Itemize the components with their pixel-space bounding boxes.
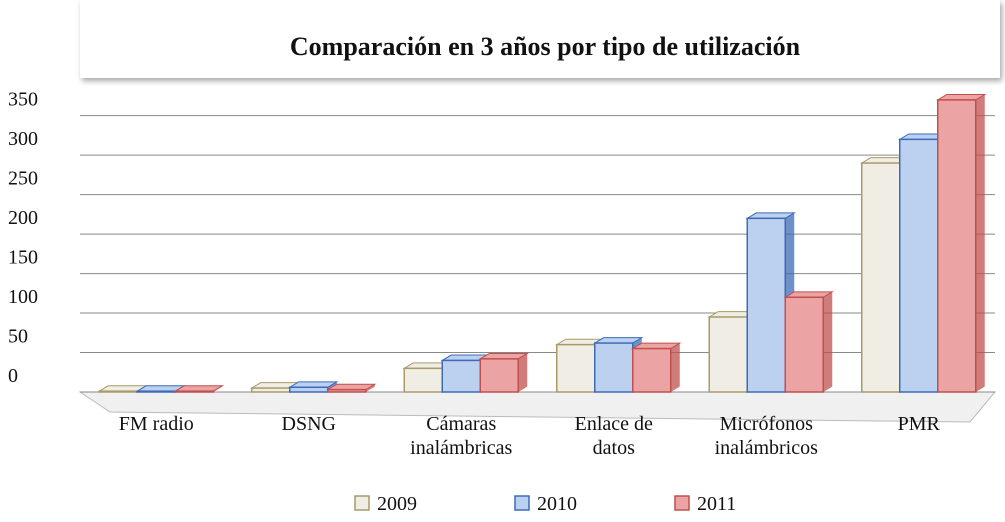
bar-side bbox=[975, 94, 985, 392]
legend-label: 2009 bbox=[377, 493, 417, 515]
bar-top bbox=[173, 385, 225, 392]
bar bbox=[327, 388, 367, 393]
x-tick-label: PMR bbox=[898, 413, 941, 435]
bar bbox=[98, 390, 138, 393]
bar bbox=[784, 296, 824, 393]
x-tick-label: DSNG bbox=[282, 413, 336, 435]
bar bbox=[594, 342, 634, 393]
bar-top bbox=[287, 381, 339, 388]
chart-title: Comparación en 3 años por tipo de utiliz… bbox=[290, 32, 801, 61]
x-tick-label: FM radio bbox=[119, 413, 194, 435]
bar-top bbox=[592, 337, 644, 344]
bar-top bbox=[630, 342, 682, 350]
bar bbox=[136, 390, 176, 393]
y-tick-label: 150 bbox=[8, 247, 38, 269]
bar bbox=[479, 358, 519, 393]
x-tick-label: inalámbricas bbox=[410, 437, 512, 459]
title-box bbox=[80, 0, 1000, 78]
y-tick-label: 200 bbox=[8, 207, 38, 229]
bar bbox=[708, 316, 748, 393]
bar-side bbox=[518, 353, 528, 392]
bar-top bbox=[935, 93, 987, 101]
legend-swatch bbox=[514, 495, 530, 511]
bar-top bbox=[745, 212, 797, 219]
x-tick-label: inalámbricos bbox=[715, 437, 819, 459]
floor bbox=[78, 391, 997, 423]
bar-side bbox=[823, 291, 833, 392]
bar-side bbox=[365, 384, 375, 392]
legend-label: 2010 bbox=[537, 493, 577, 515]
bar-top bbox=[325, 383, 377, 391]
y-tick-label: 100 bbox=[8, 286, 38, 308]
y-tick-label: 50 bbox=[8, 326, 28, 348]
bar bbox=[441, 359, 481, 393]
bar-side bbox=[670, 343, 680, 392]
y-tick-label: 250 bbox=[8, 168, 38, 190]
x-tick-label: Micrófonos bbox=[720, 413, 814, 435]
bar bbox=[899, 138, 939, 393]
bar-top bbox=[783, 291, 835, 298]
bar bbox=[746, 217, 786, 393]
bar bbox=[174, 390, 214, 393]
legend-label: 2011 bbox=[697, 493, 736, 515]
y-tick-label: 300 bbox=[8, 128, 38, 150]
legend-swatch bbox=[354, 495, 370, 511]
bar bbox=[632, 347, 672, 393]
y-tick-label: 0 bbox=[8, 365, 18, 387]
x-tick-label: Cámaras bbox=[426, 413, 496, 435]
x-tick-label: datos bbox=[593, 437, 635, 459]
bar bbox=[403, 367, 443, 393]
bar bbox=[861, 162, 901, 393]
bar bbox=[556, 343, 596, 393]
legend-swatch bbox=[674, 495, 690, 511]
bar bbox=[937, 99, 977, 393]
bar bbox=[251, 387, 291, 393]
bar-top bbox=[478, 352, 530, 360]
bar bbox=[289, 386, 329, 393]
y-tick-label: 350 bbox=[8, 89, 38, 111]
x-tick-label: Enlace de bbox=[575, 413, 653, 435]
